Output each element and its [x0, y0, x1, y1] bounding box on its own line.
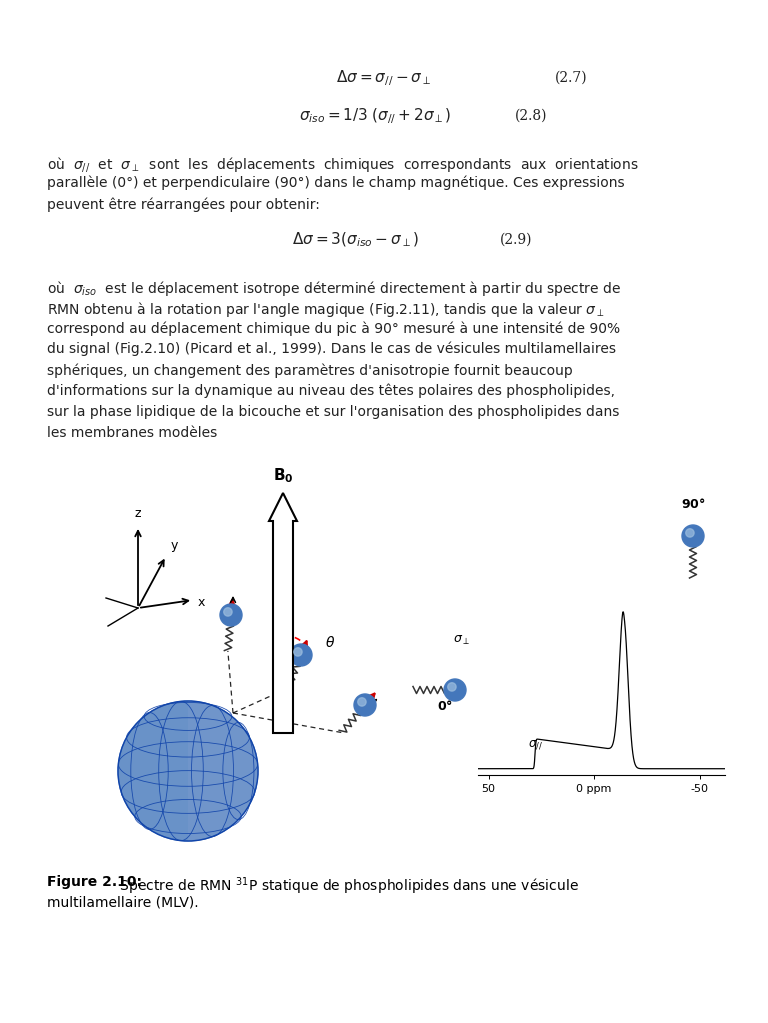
Circle shape	[682, 525, 704, 547]
Text: $\sigma_{\perp}$: $\sigma_{\perp}$	[453, 634, 470, 648]
Circle shape	[223, 608, 232, 616]
Text: $\sigma_{//}$: $\sigma_{//}$	[528, 739, 542, 751]
Text: $\mathbf{B_0}$: $\mathbf{B_0}$	[273, 466, 293, 485]
Text: où  $\sigma_{//}$  et  $\sigma_{\perp}$  sont  les  déplacements  chimiques  cor: où $\sigma_{//}$ et $\sigma_{\perp}$ son…	[47, 155, 639, 174]
Text: $\mathbf{0°}$: $\mathbf{0°}$	[437, 699, 453, 713]
Text: les membranes modèles: les membranes modèles	[47, 426, 217, 440]
Text: du signal (Fig.2.10) (Picard et al., 1999). Dans le cas de vésicules multilamell: du signal (Fig.2.10) (Picard et al., 199…	[47, 342, 616, 356]
Text: x: x	[198, 596, 205, 610]
Text: peuvent être réarrangées pour obtenir:: peuvent être réarrangées pour obtenir:	[47, 197, 320, 212]
Text: sphériques, un changement des paramètres d'anisotropie fournit beaucoup: sphériques, un changement des paramètres…	[47, 363, 573, 377]
Text: où  $\sigma_{iso}$  est le déplacement isotrope déterminé directement à partir d: où $\sigma_{iso}$ est le déplacement iso…	[47, 279, 621, 298]
Text: $\mathbf{90°}$: $\mathbf{90°}$	[680, 497, 705, 512]
Text: $\theta$: $\theta$	[325, 635, 335, 650]
Text: d'informations sur la dynamique au niveau des têtes polaires des phospholipides,: d'informations sur la dynamique au nivea…	[47, 384, 615, 399]
Text: Spectre de RMN $^{31}$P statique de phospholipides dans une vésicule: Spectre de RMN $^{31}$P statique de phos…	[115, 875, 579, 896]
Text: (2.7): (2.7)	[555, 71, 588, 85]
Text: (2.8): (2.8)	[515, 109, 548, 123]
Text: correspond au déplacement chimique du pic à 90° mesuré à une intensité de 90%: correspond au déplacement chimique du pi…	[47, 321, 620, 336]
Text: $\Delta\sigma = \sigma_{//} - \sigma_{\perp}$: $\Delta\sigma = \sigma_{//} - \sigma_{\p…	[336, 68, 432, 88]
Circle shape	[448, 682, 456, 692]
FancyArrow shape	[269, 493, 297, 733]
Text: parallèle (0°) et perpendiculaire (90°) dans le champ magnétique. Ces expression: parallèle (0°) et perpendiculaire (90°) …	[47, 176, 624, 190]
Text: (2.9): (2.9)	[500, 233, 532, 247]
Text: multilamellaire (MLV).: multilamellaire (MLV).	[47, 896, 199, 910]
Wedge shape	[188, 701, 258, 841]
Circle shape	[220, 604, 242, 626]
Text: $\sigma_{iso} = 1/3\;(\sigma_{//} + 2\sigma_{\perp})$: $\sigma_{iso} = 1/3\;(\sigma_{//} + 2\si…	[299, 106, 452, 126]
Text: y: y	[171, 539, 178, 552]
Circle shape	[293, 648, 302, 656]
Text: z: z	[134, 507, 141, 520]
Text: Figure 2.10:: Figure 2.10:	[47, 875, 142, 889]
Circle shape	[290, 644, 312, 666]
Circle shape	[686, 529, 694, 537]
Circle shape	[354, 694, 376, 716]
Text: $\Delta\sigma = 3(\sigma_{iso} - \sigma_{\perp})$: $\Delta\sigma = 3(\sigma_{iso} - \sigma_…	[292, 231, 419, 250]
Circle shape	[444, 679, 466, 701]
Text: sur la phase lipidique de la bicouche et sur l'organisation des phospholipides d: sur la phase lipidique de la bicouche et…	[47, 405, 619, 419]
Text: RMN obtenu à la rotation par l'angle magique (Fig.2.11), tandis que la valeur $\: RMN obtenu à la rotation par l'angle mag…	[47, 300, 605, 319]
Circle shape	[118, 701, 258, 841]
Circle shape	[358, 698, 366, 706]
